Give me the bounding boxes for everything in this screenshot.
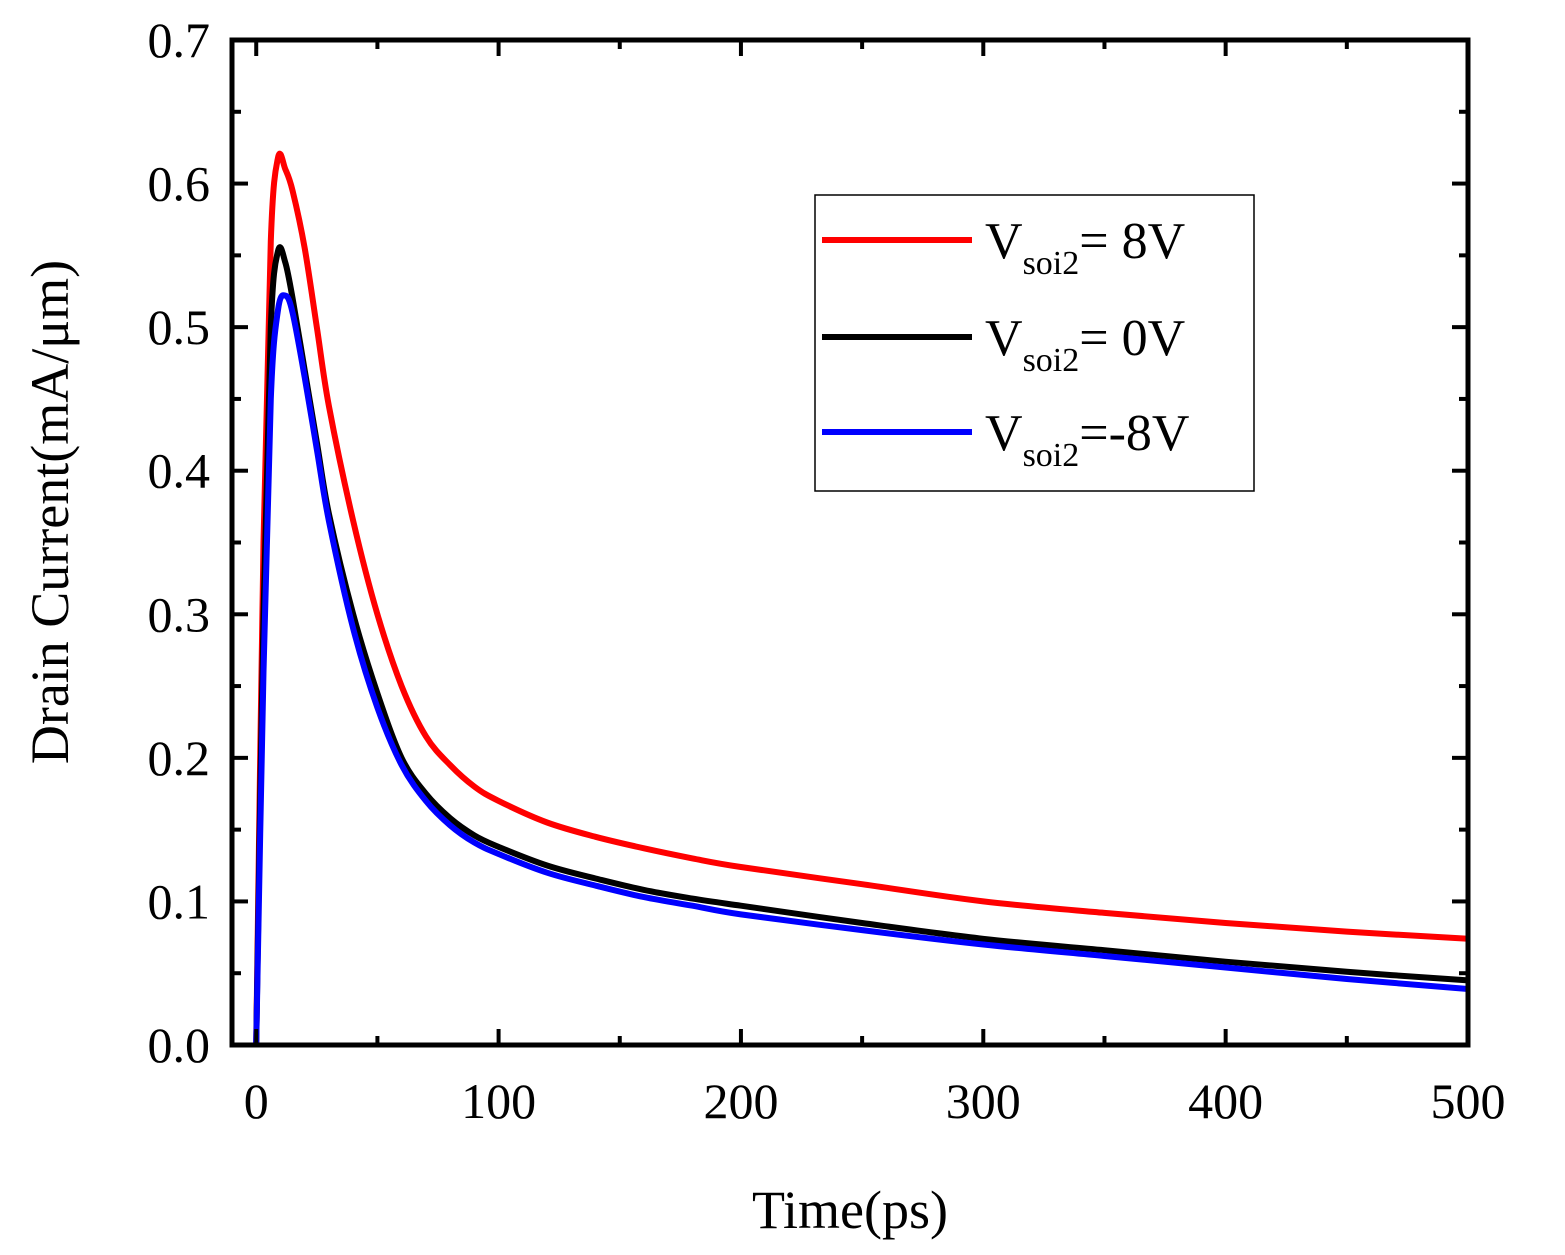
x-tick-label: 0 (244, 1073, 269, 1129)
series-line-1 (253, 244, 1469, 1046)
y-tick-label: 0.5 (148, 299, 211, 355)
series-layer (253, 150, 1469, 1046)
legend-label-1: Vsoi2= 0V (985, 310, 1185, 379)
x-axis-title: Time(ps) (752, 1180, 948, 1240)
ticks-layer (232, 38, 1470, 1047)
x-tick-label: 200 (703, 1073, 778, 1129)
x-tick-label: 300 (946, 1073, 1021, 1129)
x-tick-label: 100 (461, 1073, 536, 1129)
y-axis-title: Drain Current(mA/μm) (20, 260, 80, 764)
legend-entries: Vsoi2= 8V Vsoi2= 0V Vsoi2=-8V (822, 213, 1189, 474)
x-tick-label: 500 (1431, 1073, 1506, 1129)
y-tick-label: 0.6 (148, 156, 211, 212)
y-tick-label: 0.0 (148, 1017, 211, 1073)
y-tick-label: 0.2 (148, 730, 211, 786)
y-tick-label: 0.1 (148, 873, 211, 929)
x-tick-label: 400 (1188, 1073, 1263, 1129)
legend-label-2: Vsoi2=-8V (985, 405, 1189, 474)
y-tick-label: 0.3 (148, 586, 211, 642)
series-line-2 (253, 292, 1469, 1046)
plot-frame (229, 37, 1471, 1048)
y-tick-label: 0.7 (148, 12, 211, 68)
legend: Vsoi2= 8V Vsoi2= 0V Vsoi2=-8V (814, 194, 1255, 492)
legend-label-0: Vsoi2= 8V (985, 213, 1185, 282)
series-line-0 (253, 150, 1469, 1046)
legend-box (814, 194, 1255, 492)
y-tick-label: 0.4 (148, 443, 211, 499)
labels-layer: 0 100 200 300 400 500 0.0 0.1 0.2 0.3 0.4 0.5 0.6 0.7 (148, 12, 1506, 1129)
